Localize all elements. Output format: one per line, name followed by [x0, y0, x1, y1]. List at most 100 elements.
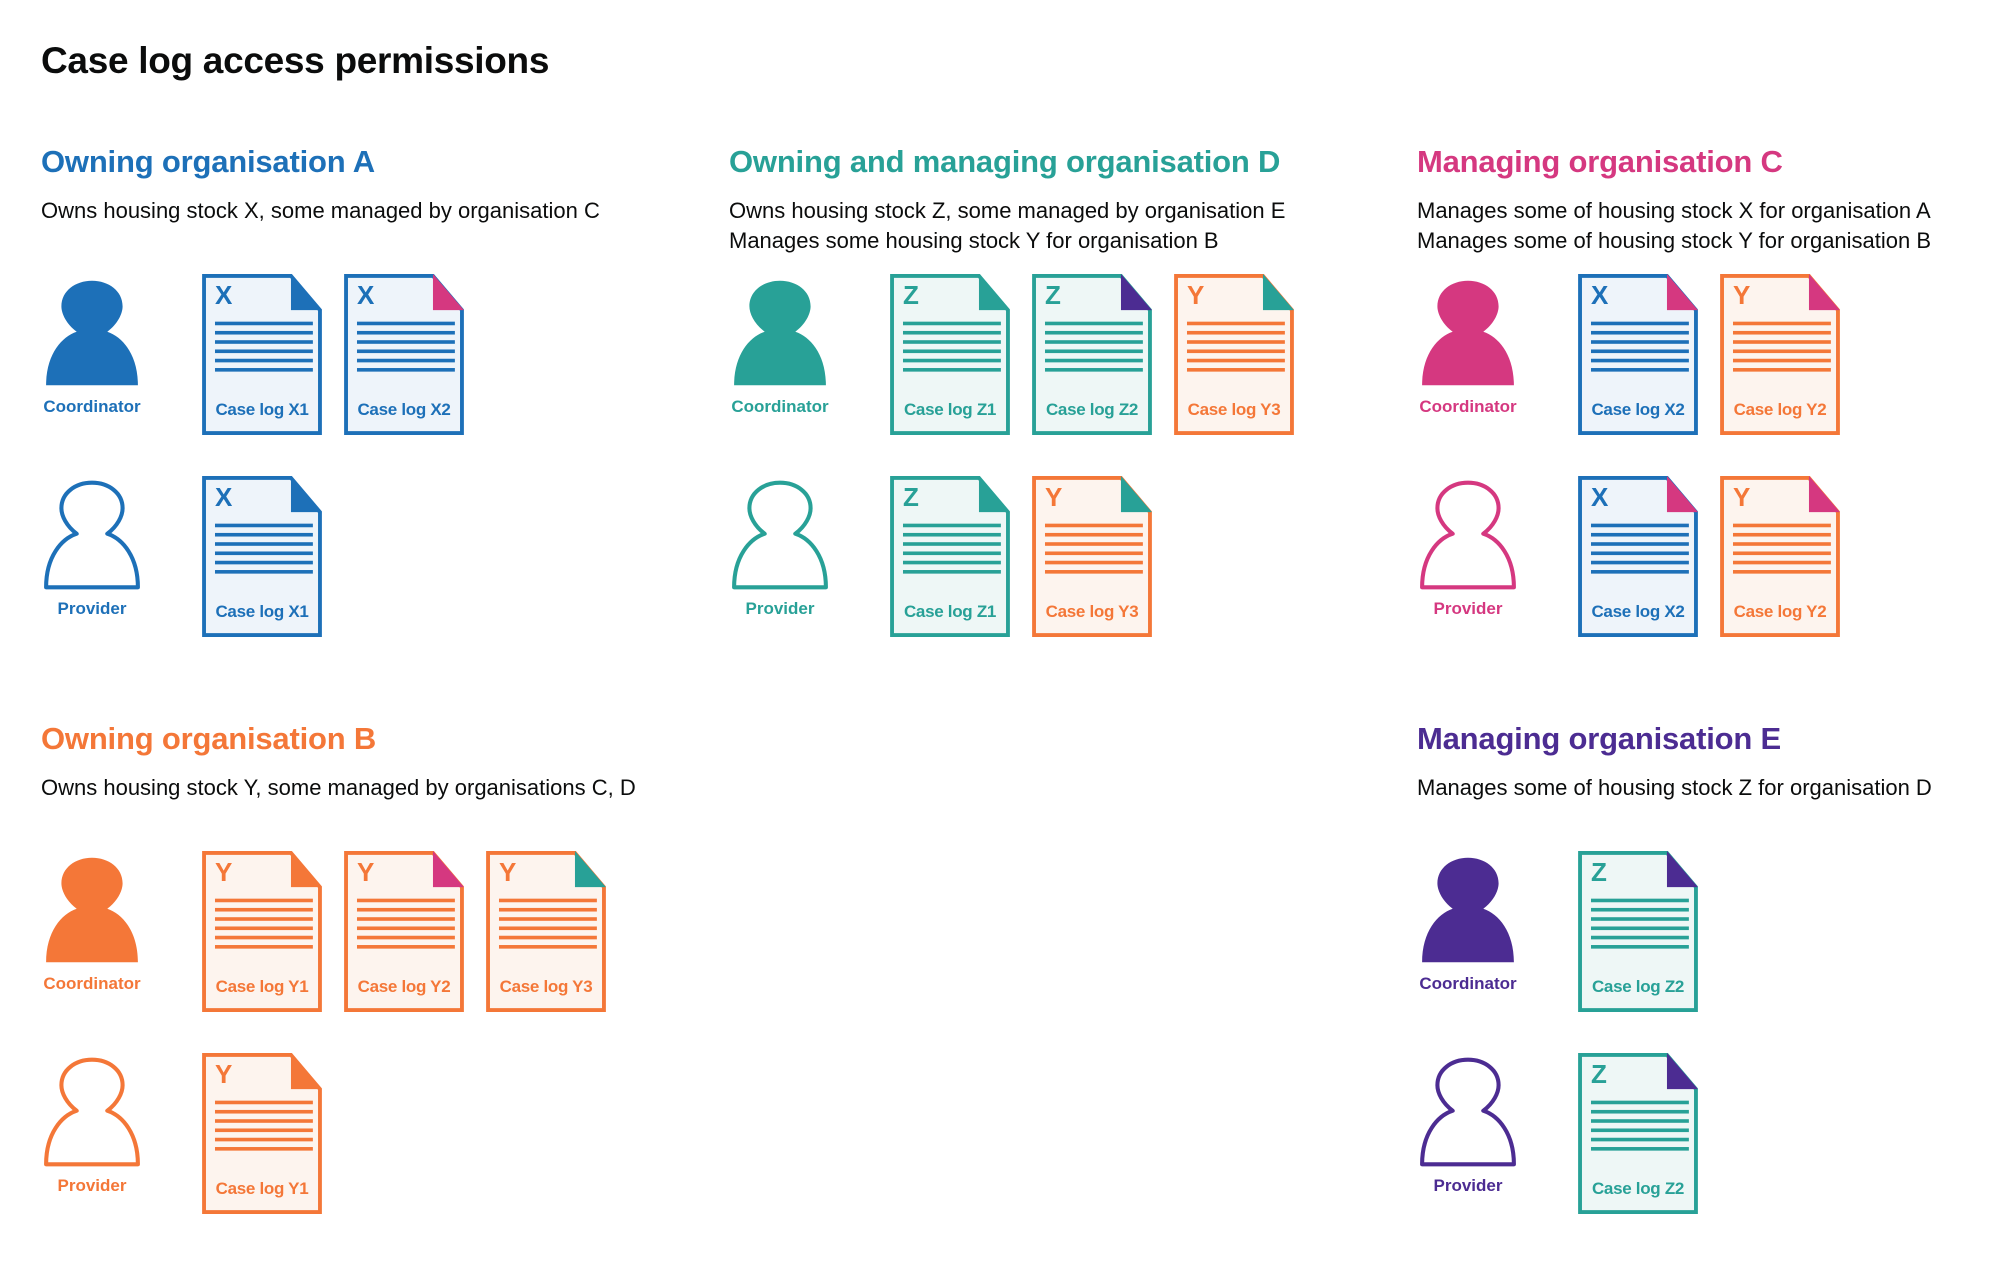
stock-letter: Z [903, 482, 919, 512]
case-log-document: Y Case log Y3 [1032, 476, 1152, 637]
person-filled-icon [1417, 278, 1519, 388]
folded-corner-icon [978, 274, 1010, 311]
section-description: Manages some of housing stock Z for orga… [1417, 773, 1932, 803]
case-log-label: Case log X1 [215, 602, 309, 621]
stock-letter: Y [1733, 482, 1751, 512]
case-log-label: Case log Y2 [1733, 602, 1827, 621]
case-log-document: X Case log X1 [202, 476, 322, 637]
case-log-label: Case log Z2 [1045, 400, 1139, 419]
stock-letter: X [1591, 280, 1609, 310]
case-log-document: X Case log X2 [1578, 274, 1698, 435]
case-log-label: Case log Y3 [1045, 602, 1139, 621]
case-log-label: Case log Y1 [215, 1179, 309, 1198]
stock-letter: Y [1187, 280, 1205, 310]
case-log-label: Case log Z2 [1591, 977, 1685, 996]
description-line: Manages some of housing stock Z for orga… [1417, 775, 1932, 800]
case-log-document: Y Case log Y2 [1720, 274, 1840, 435]
organisation-section: Owning organisation B Owns housing stock … [41, 721, 701, 1241]
case-log-document: Y Case log Y1 [202, 1053, 322, 1214]
folded-corner-icon [290, 476, 322, 513]
section-title: Owning and managing organisation D [729, 144, 1281, 179]
role-label: Coordinator [43, 397, 141, 416]
organisation-section: Managing organisation C Manages some of h… [1417, 144, 2000, 664]
description-line: Manages some of housing stock Y for orga… [1417, 228, 1932, 253]
stock-letter: Z [1045, 280, 1061, 310]
role-label: Provider [57, 1176, 127, 1195]
stock-letter: Y [357, 857, 375, 887]
description-line: Manages some of housing stock X for orga… [1417, 198, 1931, 223]
case-log-document: X Case log X2 [344, 274, 464, 435]
stock-letter: X [215, 482, 233, 512]
stock-letter: Z [1591, 1059, 1607, 1089]
stock-letter: X [1591, 482, 1609, 512]
stock-letter: Y [215, 857, 233, 887]
role-label: Coordinator [1419, 397, 1517, 416]
person-outline-icon [1417, 480, 1519, 590]
stock-letter: Y [1045, 482, 1063, 512]
case-log-label: Case log Z1 [903, 602, 997, 621]
case-log-document: X Case log X2 [1578, 476, 1698, 637]
section-title: Owning organisation A [41, 144, 375, 179]
role-label: Coordinator [1419, 974, 1517, 993]
folded-corner-icon [432, 274, 464, 311]
case-log-label: Case log Y2 [357, 977, 451, 996]
case-log-document: Z Case log Z2 [1578, 851, 1698, 1012]
organisation-section: Managing organisation E Manages some of h… [1417, 721, 2000, 1241]
person-outline-icon [41, 1057, 143, 1167]
section-description: Owns housing stock X, some managed by or… [41, 196, 600, 226]
case-log-document: Y Case log Y3 [1174, 274, 1294, 435]
case-log-document: Y Case log Y3 [486, 851, 606, 1012]
description-line: Owns housing stock Y, some managed by or… [41, 775, 636, 800]
person-outline-icon [1417, 1057, 1519, 1167]
role-label: Coordinator [731, 397, 829, 416]
person-filled-icon [41, 278, 143, 388]
person-filled-icon [729, 278, 831, 388]
stock-letter: Y [1733, 280, 1751, 310]
role-label: Provider [57, 599, 127, 618]
section-description: Owns housing stock Y, some managed by or… [41, 773, 636, 803]
stock-letter: X [357, 280, 375, 310]
person-outline-icon [41, 480, 143, 590]
case-log-document: X Case log X1 [202, 274, 322, 435]
case-log-document: Y Case log Y2 [1720, 476, 1840, 637]
organisation-section: Owning and managing organisation D Owns h… [729, 144, 1389, 664]
stock-letter: Y [499, 857, 517, 887]
case-log-label: Case log Y1 [215, 977, 309, 996]
case-log-document: Z Case log Z1 [890, 476, 1010, 637]
person-filled-icon [1417, 855, 1519, 965]
section-title: Managing organisation E [1417, 721, 1781, 756]
section-description: Owns housing stock Z, some managed by or… [729, 196, 1285, 256]
description-line: Owns housing stock Z, some managed by or… [729, 198, 1286, 223]
case-log-label: Case log X1 [215, 400, 309, 419]
stock-letter: X [215, 280, 233, 310]
case-log-label: Case log Y2 [1733, 400, 1827, 419]
page-title: Case log access permissions [41, 40, 550, 81]
description-line: Owns housing stock X, some managed by or… [41, 198, 600, 223]
section-title: Owning organisation B [41, 721, 377, 756]
case-log-label: Case log Y3 [499, 977, 593, 996]
organisation-section: Owning organisation A Owns housing stock … [41, 144, 701, 664]
person-filled-icon [41, 855, 143, 965]
role-label: Provider [745, 599, 815, 618]
case-log-document: Z Case log Z1 [890, 274, 1010, 435]
case-log-label: Case log X2 [1591, 602, 1685, 621]
role-label: Provider [1433, 599, 1503, 618]
case-log-label: Case log X2 [357, 400, 451, 419]
folded-corner-icon [290, 1053, 322, 1090]
case-log-label: Case log Y3 [1187, 400, 1281, 419]
case-log-document: Y Case log Y1 [202, 851, 322, 1012]
stock-letter: Y [215, 1059, 233, 1089]
case-log-document: Y Case log Y2 [344, 851, 464, 1012]
case-log-document: Z Case log Z2 [1032, 274, 1152, 435]
role-label: Provider [1433, 1176, 1503, 1195]
stock-letter: Z [903, 280, 919, 310]
case-log-label: Case log Z2 [1591, 1179, 1685, 1198]
case-log-label: Case log X2 [1591, 400, 1685, 419]
role-label: Coordinator [43, 974, 141, 993]
description-line: Manages some housing stock Y for organis… [729, 228, 1219, 253]
folded-corner-icon [574, 851, 606, 888]
person-outline-icon [729, 480, 831, 590]
section-description: Manages some of housing stock X for orga… [1417, 196, 1931, 256]
case-log-document: Z Case log Z2 [1578, 1053, 1698, 1214]
folded-corner-icon [978, 476, 1010, 513]
